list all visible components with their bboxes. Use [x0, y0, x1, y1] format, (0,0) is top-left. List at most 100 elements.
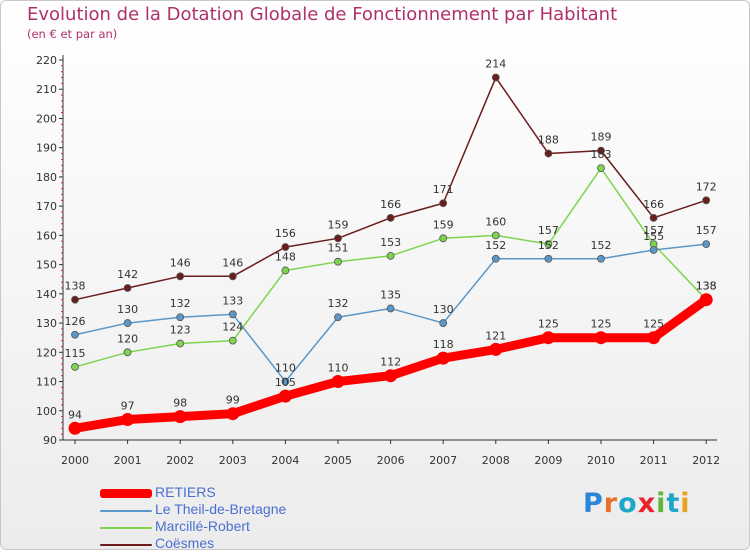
data-point [334, 313, 342, 322]
x-tick-label: 2004 [271, 454, 299, 467]
x-tick-label: 2009 [534, 454, 562, 467]
y-tick-label: 190 [36, 142, 57, 155]
y-tick-label: 100 [36, 405, 57, 418]
chart-subtitle: (en € et par an) [27, 27, 118, 41]
logo-letter: o [618, 488, 638, 519]
data-point [649, 246, 658, 254]
legend-label: Le Theil-de-Bretagne [155, 501, 287, 517]
data-point [489, 342, 503, 356]
data-point [702, 196, 711, 205]
data-label: 146 [170, 256, 191, 269]
data-label: 172 [696, 180, 717, 193]
data-point [334, 257, 342, 266]
data-point [439, 319, 448, 327]
logo-letter: t [666, 488, 681, 519]
legend-label: RETIERS [155, 484, 216, 500]
x-tick-label: 2001 [114, 454, 142, 467]
data-label: 118 [433, 338, 454, 351]
data-label: 189 [591, 131, 612, 144]
data-point [228, 310, 237, 319]
data-point [121, 413, 135, 427]
y-tick-label: 140 [36, 288, 57, 301]
data-label: 130 [117, 303, 138, 316]
data-label: 138 [696, 280, 717, 293]
data-label: 157 [643, 224, 664, 237]
data-point [71, 295, 79, 304]
logo-letter: i [680, 488, 691, 519]
legend-label: Coësmes [155, 535, 215, 551]
chart-axes: 90 100 110 120 130 140 150 160 170 180 190 200 210 22… [36, 54, 720, 467]
logo-letter: i [656, 488, 667, 519]
data-point [597, 146, 605, 155]
data-label: 146 [222, 256, 243, 269]
data-label: 98 [173, 397, 187, 410]
legend-swatch [100, 510, 152, 512]
data-label: 166 [380, 198, 401, 211]
data-label: 135 [380, 288, 401, 301]
x-tick-label: 2010 [587, 454, 615, 467]
data-point [123, 284, 132, 292]
chart-series-layer [68, 73, 713, 435]
data-point [228, 336, 237, 345]
data-label: 132 [328, 297, 349, 310]
data-label: 159 [433, 218, 454, 231]
data-point [228, 272, 237, 281]
data-label: 105 [275, 376, 296, 389]
chart-title: Evolution de la Dotation Globale de Fonc… [27, 4, 618, 25]
data-point [699, 293, 713, 307]
y-tick-label: 90 [43, 434, 57, 447]
data-point [544, 149, 553, 158]
data-label: 125 [643, 318, 664, 331]
data-label: 138 [65, 280, 86, 293]
y-tick-label: 130 [36, 317, 57, 330]
data-point [544, 240, 553, 249]
data-label: 166 [643, 198, 664, 211]
data-label: 110 [275, 362, 296, 375]
data-point [386, 304, 395, 313]
data-point [281, 243, 290, 251]
y-tick-label: 220 [36, 54, 57, 67]
y-tick-label: 210 [36, 83, 57, 96]
data-label: 153 [380, 236, 401, 249]
data-label: 123 [170, 324, 191, 337]
data-label: 132 [170, 297, 191, 310]
data-label: 124 [222, 321, 243, 334]
data-label: 94 [68, 408, 82, 421]
data-label: 156 [275, 227, 296, 240]
data-label: 159 [328, 218, 349, 231]
data-label: 125 [538, 318, 559, 331]
data-point [491, 73, 500, 82]
x-tick-label: 2011 [640, 454, 668, 467]
y-tick-label: 120 [36, 346, 57, 359]
data-point [439, 234, 448, 243]
data-label: 99 [226, 394, 240, 407]
data-label: 130 [433, 303, 454, 316]
data-label: 155 [643, 230, 664, 243]
data-point [176, 272, 185, 281]
data-point [386, 213, 395, 222]
data-label: 126 [65, 315, 86, 328]
data-point [176, 339, 185, 348]
data-label: 125 [591, 318, 612, 331]
data-point [541, 331, 555, 345]
data-point [647, 331, 661, 345]
data-point [123, 319, 132, 327]
proxiti-logo: Proxiti [583, 488, 691, 519]
data-point [278, 389, 292, 403]
y-tick-label: 200 [36, 112, 57, 125]
series-1 [71, 240, 711, 386]
data-point [334, 234, 342, 243]
data-point [176, 313, 185, 322]
data-label: 157 [538, 224, 559, 237]
x-tick-label: 2000 [61, 454, 89, 467]
data-point [439, 199, 448, 208]
legend-swatch [100, 489, 152, 498]
data-point [594, 331, 608, 345]
data-label: 97 [121, 400, 135, 413]
data-label: 183 [591, 148, 612, 161]
data-label: 157 [696, 224, 717, 237]
chart-data-labels: 138 142 146 146 156 159 166 171 214 188 189 166 172 1… [65, 58, 717, 422]
x-tick-label: 2006 [377, 454, 405, 467]
data-point [281, 266, 290, 275]
